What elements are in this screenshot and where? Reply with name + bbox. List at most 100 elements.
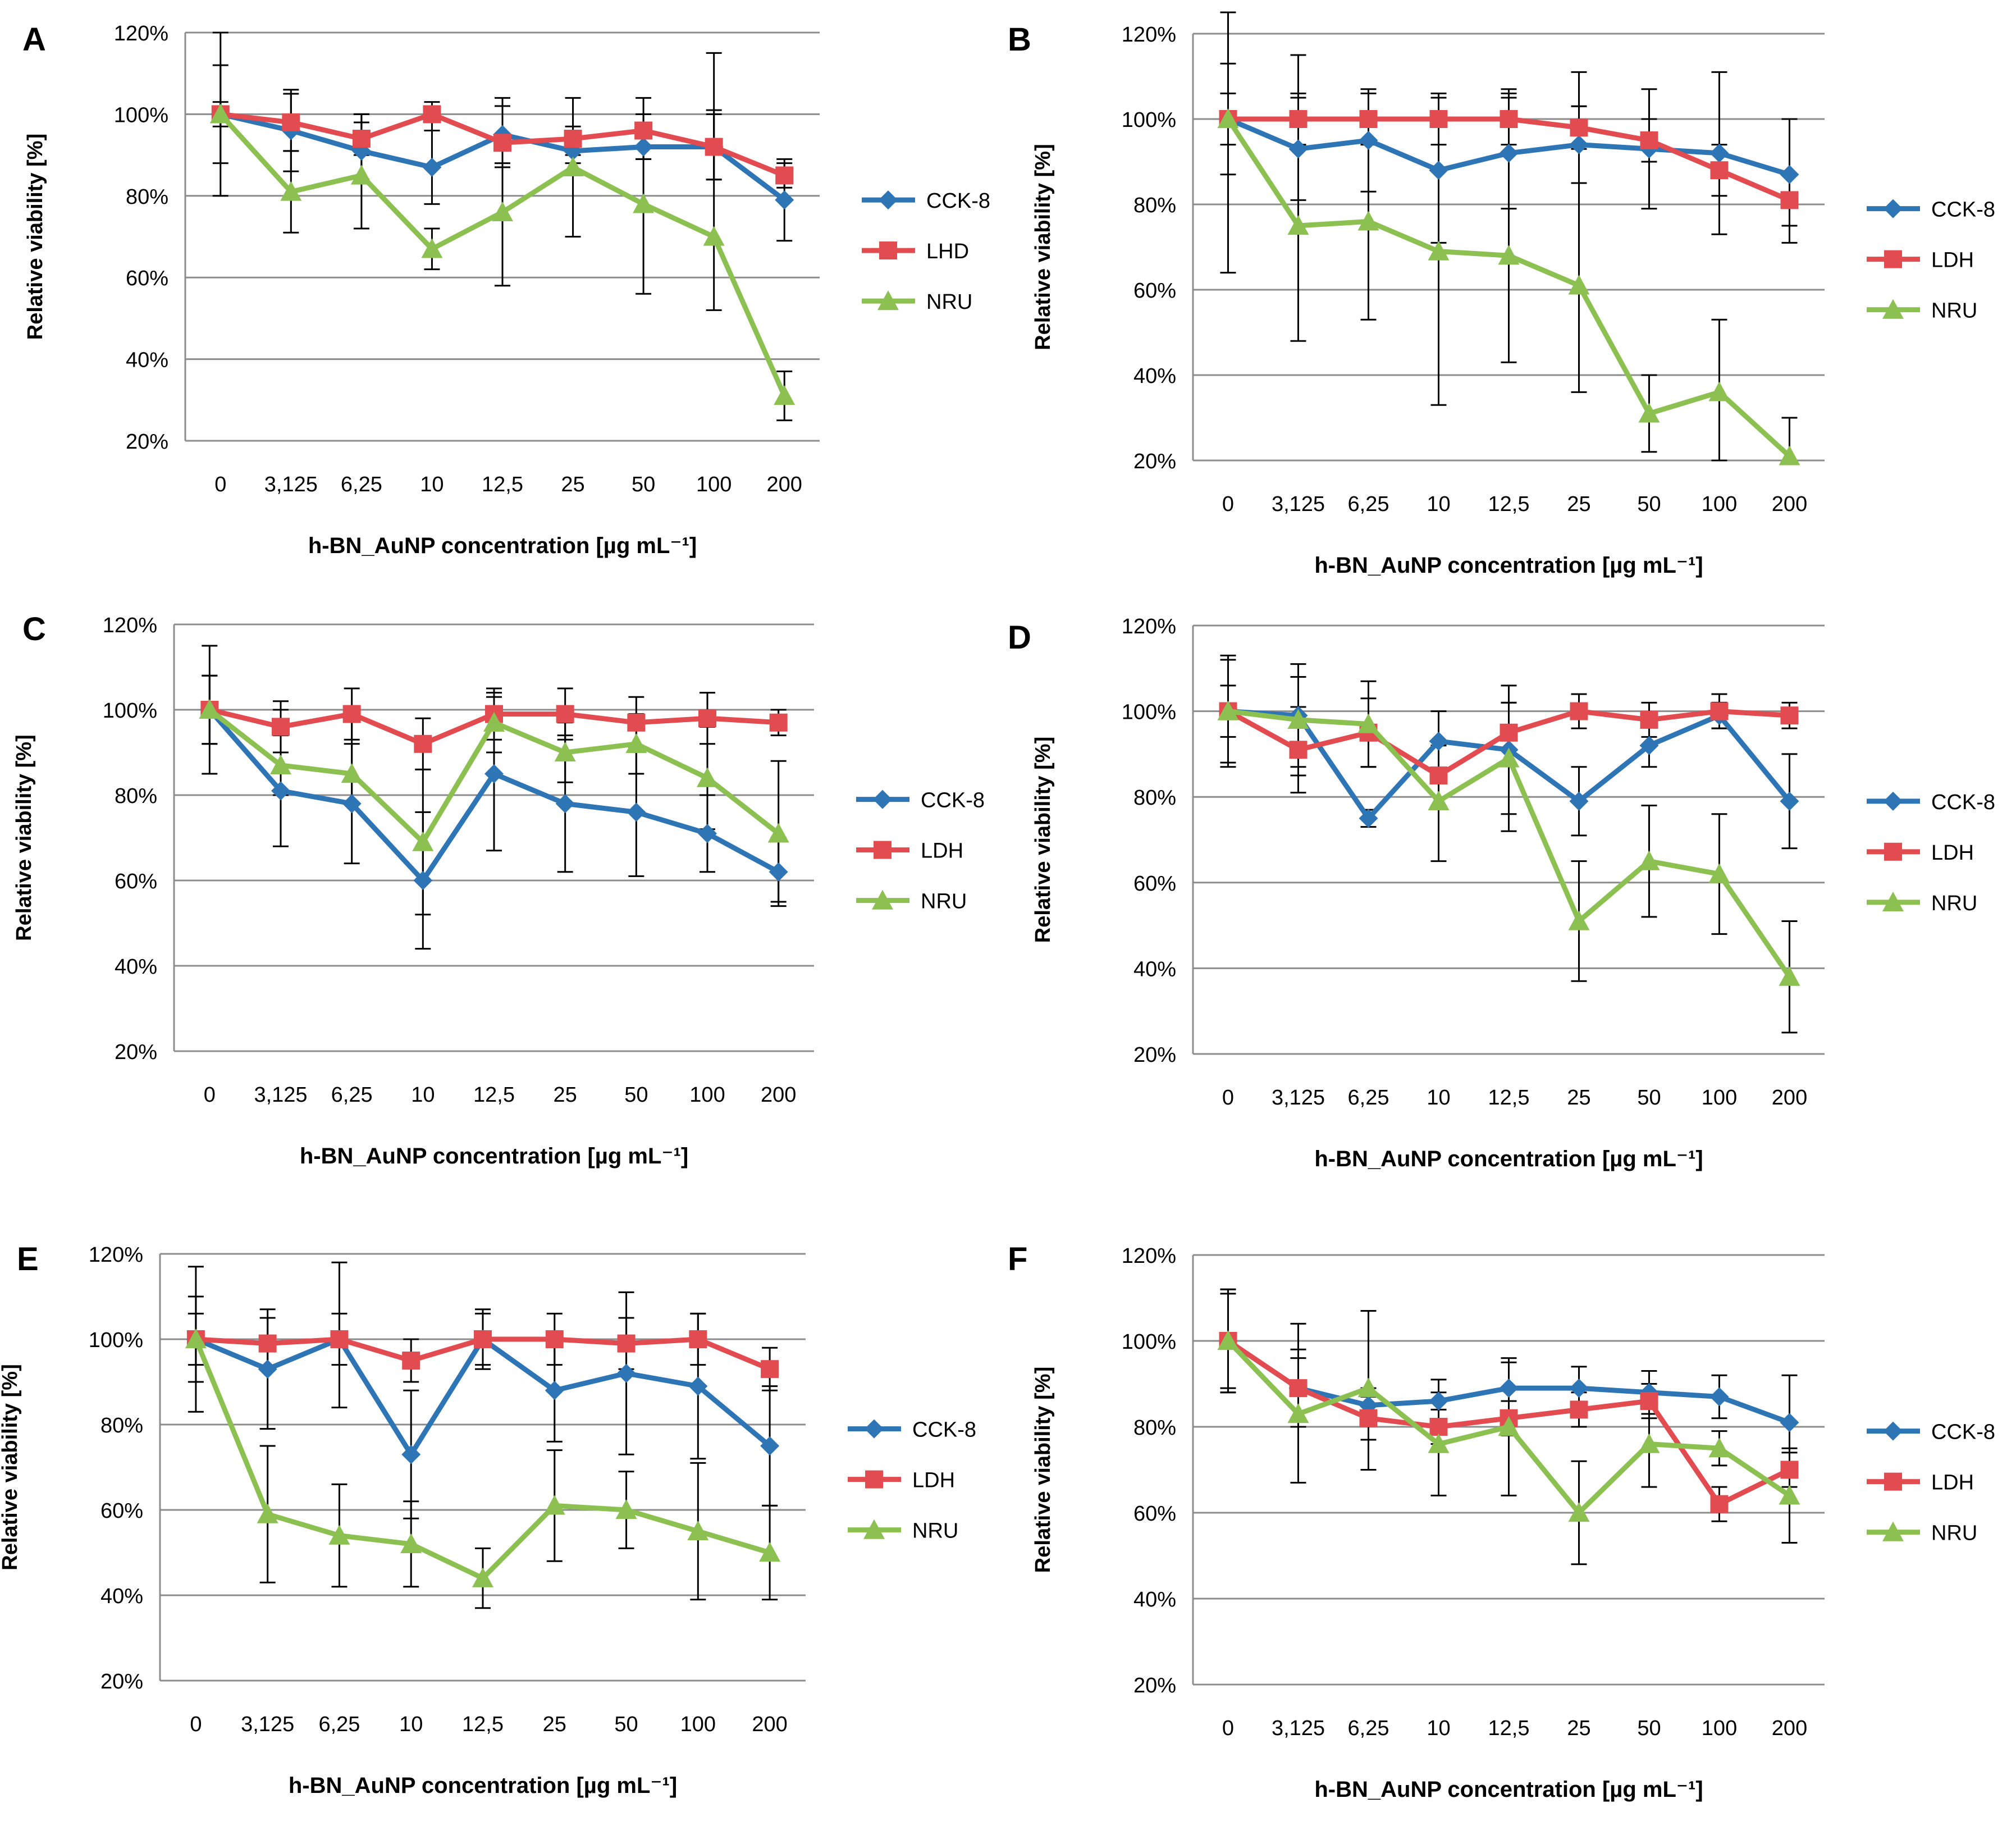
y-tick-label: 60%	[1133, 1502, 1176, 1526]
x-tick-label: 6,25	[341, 473, 382, 496]
data-point	[1568, 275, 1590, 295]
data-point	[1429, 1418, 1448, 1436]
data-point	[1289, 1379, 1308, 1398]
x-tick-label: 12,5	[1488, 492, 1530, 516]
data-point	[493, 134, 511, 152]
x-tick-label: 10	[1427, 492, 1450, 516]
data-point	[627, 802, 646, 822]
data-point	[1569, 1379, 1589, 1398]
data-point	[1710, 702, 1729, 720]
data-point	[689, 1330, 707, 1348]
data-point	[1640, 1392, 1658, 1411]
x-tick-label: 25	[1567, 492, 1590, 516]
data-point	[1708, 381, 1730, 401]
data-point	[634, 121, 653, 140]
y-tick-label: 100%	[103, 699, 157, 723]
data-point	[352, 130, 371, 148]
data-point	[615, 1499, 637, 1519]
legend-marker	[1884, 250, 1902, 268]
data-point	[401, 1445, 421, 1464]
data-point	[1359, 110, 1378, 128]
x-tick-label: 6,25	[1348, 1717, 1389, 1740]
chart-panel-e: E 20% 40% 60% 80% 100% 120% 0 3,125 6,25 10 12,5 25 5…	[0, 1241, 976, 1798]
x-tick-label: 3,125	[264, 473, 318, 496]
legend-marker	[1884, 842, 1902, 861]
data-point	[472, 1567, 493, 1587]
x-tick-label: 200	[1772, 1086, 1807, 1110]
x-tick-label: 0	[1222, 1086, 1234, 1110]
x-tick-label: 25	[1567, 1717, 1590, 1740]
x-tick-label: 0	[214, 473, 226, 496]
y-tick-label: 60%	[126, 267, 168, 290]
y-axis-title: Relative viability [%]	[1031, 1367, 1055, 1573]
data-point	[258, 1359, 277, 1379]
data-point	[341, 763, 363, 783]
x-tick-label: 10	[420, 473, 444, 496]
data-point	[761, 1360, 779, 1379]
data-point	[688, 1376, 708, 1396]
data-point	[1569, 791, 1589, 811]
chart-panel-c: C 20% 40% 60% 80% 100% 120% 0 3,125 6,25 10 12,5 25 5…	[12, 611, 985, 1169]
data-point	[1429, 110, 1448, 128]
data-point	[402, 1352, 420, 1370]
y-tick-label: 120%	[1122, 615, 1176, 638]
x-tick-label: 0	[190, 1713, 202, 1736]
x-tick-label: 0	[1222, 1717, 1234, 1740]
x-tick-label: 25	[543, 1713, 566, 1736]
data-point	[1499, 143, 1519, 163]
data-point	[698, 824, 717, 843]
data-point	[1570, 118, 1588, 137]
y-tick-label: 120%	[1122, 23, 1176, 47]
data-point	[474, 1330, 492, 1348]
data-point	[1570, 702, 1588, 720]
legend-label: LDH	[921, 839, 963, 863]
y-tick-label: 80%	[1133, 194, 1176, 217]
legend-marker	[1884, 1421, 1903, 1441]
legend-marker	[865, 1419, 884, 1439]
data-point	[351, 141, 371, 161]
x-tick-label: 25	[554, 1083, 577, 1107]
data-point	[759, 1542, 781, 1562]
x-tick-label: 50	[624, 1083, 648, 1107]
legend-label: CCK-8	[912, 1418, 976, 1442]
x-tick-label: 12,5	[462, 1713, 504, 1736]
legend-label: LHD	[926, 240, 969, 263]
data-point	[1217, 1330, 1239, 1350]
x-tick-label: 100	[696, 473, 732, 496]
data-point	[330, 1330, 349, 1348]
x-tick-label: 200	[761, 1083, 796, 1107]
data-point	[413, 871, 433, 890]
series-nru	[188, 1295, 778, 1609]
x-tick-label: 3,125	[241, 1713, 294, 1736]
legend-label: NRU	[921, 890, 967, 914]
legend-label: CCK-8	[921, 789, 985, 813]
data-point	[1500, 110, 1518, 128]
legend-label: LDH	[1931, 249, 1974, 272]
x-tick-label: 6,25	[318, 1713, 360, 1736]
data-point	[1357, 1377, 1379, 1398]
data-point	[1428, 790, 1450, 810]
data-point	[1780, 1413, 1799, 1432]
series-cck8	[188, 1261, 778, 1519]
data-point	[1568, 910, 1590, 930]
data-point	[774, 385, 796, 405]
data-point	[328, 1525, 350, 1545]
x-tick-label: 10	[411, 1083, 435, 1107]
y-tick-label: 120%	[114, 22, 168, 45]
y-tick-label: 120%	[103, 614, 157, 637]
y-tick-label: 80%	[115, 784, 157, 808]
legend-label: NRU	[912, 1519, 958, 1543]
series-line-nru	[193, 1338, 771, 1581]
legend-marker	[1884, 199, 1903, 218]
data-point	[423, 105, 441, 124]
x-tick-label: 12,5	[1488, 1086, 1530, 1110]
panel-letter: F	[1008, 1241, 1027, 1277]
data-point	[412, 831, 434, 851]
data-point	[562, 156, 584, 177]
x-tick-label: 10	[1427, 1086, 1450, 1110]
data-point	[342, 705, 361, 723]
y-tick-label: 20%	[1133, 450, 1176, 473]
x-tick-label: 3,125	[254, 1083, 307, 1107]
x-axis-title: h-BN_AuNP concentration [µg mL⁻¹]	[1314, 1147, 1703, 1171]
legend-marker	[1884, 791, 1903, 811]
